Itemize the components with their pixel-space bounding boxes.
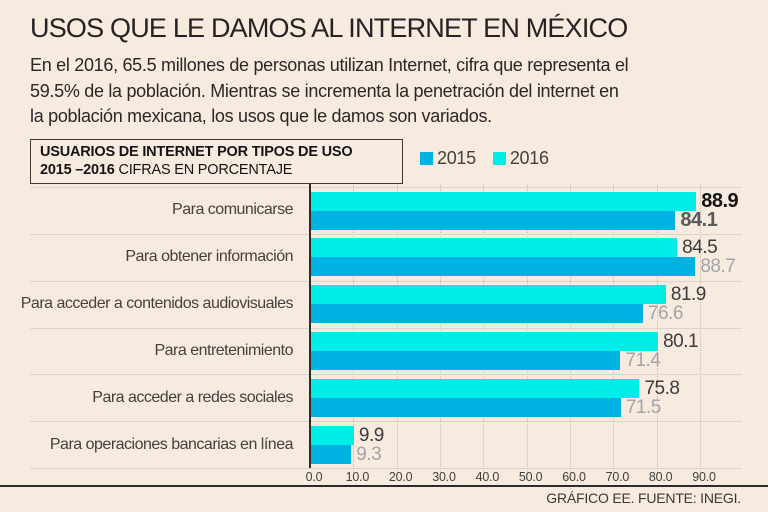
category-label: Para obtener información <box>125 248 293 266</box>
legend-label-2015: 2015 <box>437 148 476 168</box>
value-label-2016: 81.9 <box>670 284 706 306</box>
intro-line-1: En el 2016, 65.5 millones de personas ut… <box>30 55 629 75</box>
bar-2016 <box>311 191 697 211</box>
row-separator <box>30 328 742 329</box>
row-separator <box>30 281 742 282</box>
category-label: Para acceder a contenidos audiovisuales <box>20 295 294 313</box>
bar-2016 <box>311 378 640 398</box>
gridline-60.0 <box>570 185 571 475</box>
gridline-90.0 <box>700 185 701 475</box>
bar-2015 <box>311 397 621 417</box>
value-label-2016: 9.9 <box>358 424 384 446</box>
bar-2016 <box>311 285 666 305</box>
page-title: USOS QUE LE DAMOS AL INTERNET EN MÉXICO <box>30 13 628 43</box>
x-tick-label: 80.0 <box>648 470 673 484</box>
bar-2015 <box>311 351 621 370</box>
intro-line-3: la población mexicana, los usos que le d… <box>30 106 492 126</box>
bar-2016 <box>311 332 659 351</box>
x-tick-label: 40.0 <box>475 470 500 484</box>
bar-2016 <box>311 238 678 258</box>
category-label: Para entretenimiento <box>154 341 293 359</box>
chart-title-box: USUARIOS DE INTERNET POR TIPOS DE USO 20… <box>30 139 403 184</box>
category-label: Para comunicarse <box>172 201 293 219</box>
legend-label-2016: 2016 <box>509 148 549 168</box>
row-separator <box>30 234 742 235</box>
value-label-2016: 75.8 <box>644 377 680 399</box>
value-label-2016: 84.5 <box>682 237 718 259</box>
row-separator <box>30 374 742 375</box>
gridline-20.0 <box>396 185 398 475</box>
bar-2015 <box>311 210 676 230</box>
legend-item-2015: 2015 <box>420 148 476 169</box>
chart-title-units: CIFRAS EN PORCENTAJE <box>114 162 293 178</box>
x-tick-label: 0.0 <box>305 470 323 484</box>
chart-title-years: 2015 –2016 <box>40 162 115 178</box>
intro-paragraph: En el 2016, 65.5 millones de personas ut… <box>30 53 750 130</box>
value-label-2016: 80.1 <box>663 331 699 352</box>
value-label-2015: 76.6 <box>647 303 683 325</box>
x-tick-label: 30.0 <box>432 470 456 484</box>
value-label-2015: 71.4 <box>625 350 661 371</box>
footer-divider <box>0 485 768 487</box>
value-label-2015: 88.7 <box>700 256 736 278</box>
bar-2016 <box>311 425 354 445</box>
category-label: Para acceder a redes sociales <box>92 388 293 406</box>
legend-item-2016: 2016 <box>492 148 549 169</box>
gridline-10.0 <box>353 185 355 475</box>
value-label-2015: 9.3 <box>356 443 382 465</box>
row-separator <box>30 421 742 422</box>
source-credit: GRÁFICO EE. FUENTE: INEGI. <box>546 490 741 506</box>
legend-swatch-2015 <box>420 152 433 165</box>
gridline-40.0 <box>483 185 485 475</box>
bar-2015 <box>311 444 352 464</box>
value-label-2015: 71.5 <box>625 396 661 418</box>
x-tick-label: 10.0 <box>345 470 370 484</box>
chart-title-line1: USUARIOS DE INTERNET POR TIPOS DE USO <box>40 144 353 160</box>
bar-2015 <box>311 257 696 277</box>
chart-title-line2: 2015 –2016 CIFRAS EN PORCENTAJE <box>40 161 393 179</box>
category-label: Para operaciones bancarias en línea <box>49 435 294 453</box>
gridline-70.0 <box>613 185 615 475</box>
gridline-50.0 <box>526 185 528 475</box>
row-separator <box>30 468 742 469</box>
y-axis-baseline <box>309 184 311 468</box>
value-label-2015: 84.1 <box>680 208 718 231</box>
gridline-30.0 <box>440 185 441 475</box>
x-tick-label: 70.0 <box>605 470 630 484</box>
bar-2015 <box>311 304 643 324</box>
gridline-80.0 <box>656 185 658 475</box>
bar-chart-plot-area: Para comunicarse 88.9 84.1 Para obtener inf… <box>0 185 768 475</box>
x-tick-label: 60.0 <box>562 470 586 484</box>
x-tick-label: 50.0 <box>518 470 543 484</box>
chart-legend: 2015 2016 <box>420 148 549 169</box>
row-separator <box>30 187 742 188</box>
intro-line-2: 59.5% de la población. Mientras se incre… <box>30 80 619 101</box>
value-label-2016: 88.9 <box>701 189 739 212</box>
legend-swatch-2016 <box>492 152 506 165</box>
x-tick-label: 90.0 <box>692 470 716 484</box>
x-axis: 0.0 10.0 20.0 30.0 40.0 50.0 60.0 70.0 80.0 90.0 <box>0 470 768 485</box>
x-tick-label: 20.0 <box>388 470 413 484</box>
